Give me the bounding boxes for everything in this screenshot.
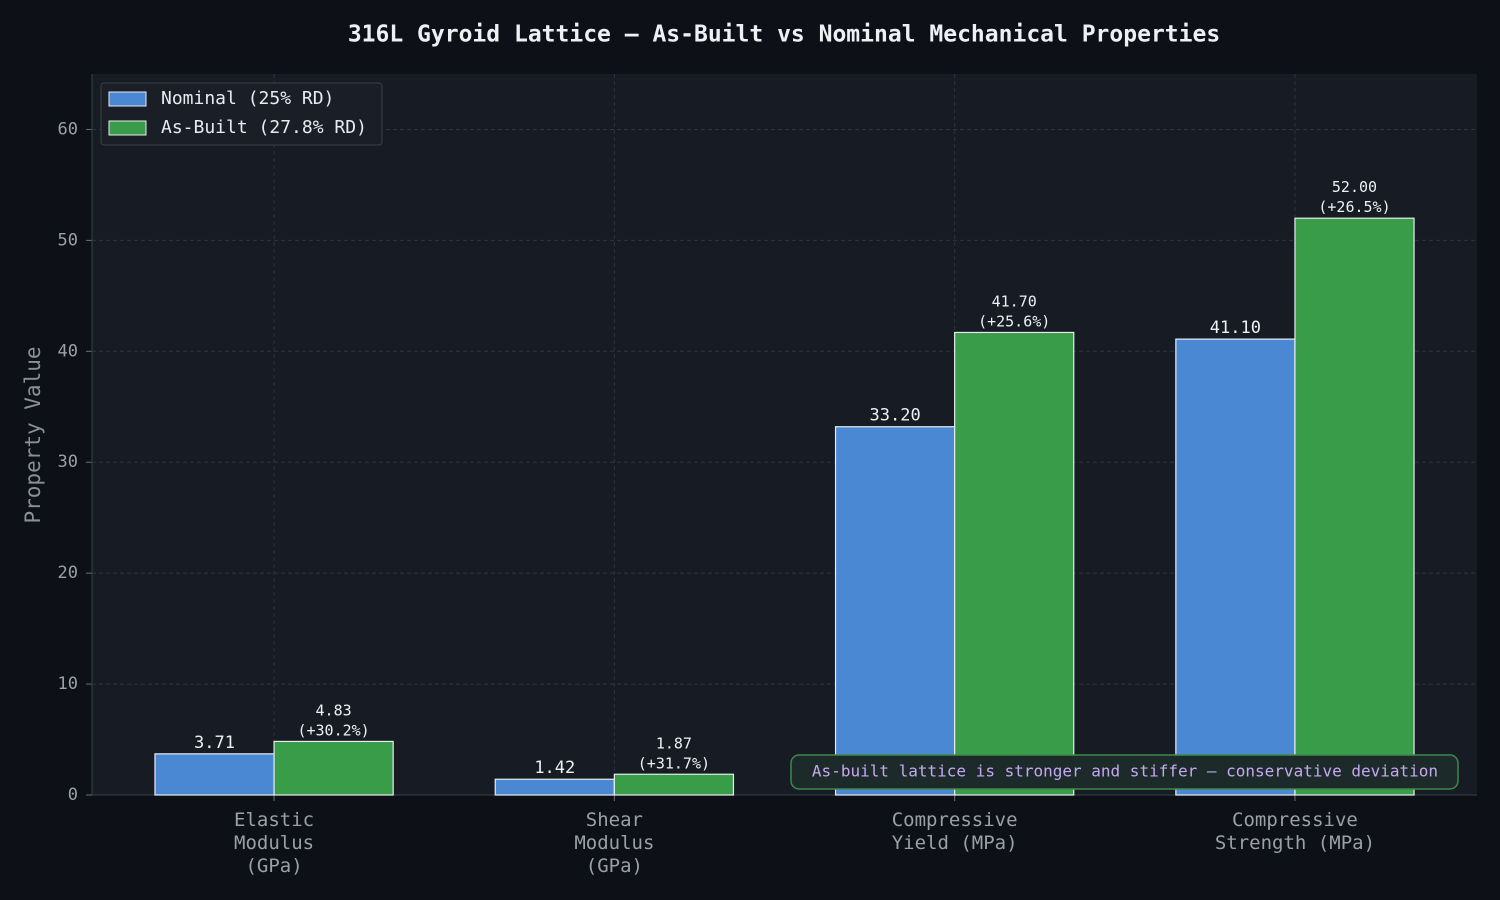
bar bbox=[154, 753, 275, 796]
x-tick-label: Compressive Yield (MPa) bbox=[892, 809, 1018, 854]
value-label: 33.20 bbox=[870, 406, 921, 426]
legend-box bbox=[100, 82, 383, 146]
value-label: 1.87 (+31.7%) bbox=[638, 734, 710, 772]
y-tick-label: 40 bbox=[58, 341, 78, 361]
y-tick-label: 50 bbox=[58, 230, 78, 250]
legend-swatch bbox=[108, 120, 147, 136]
value-label: 1.42 bbox=[534, 758, 575, 778]
bar bbox=[613, 773, 735, 796]
annotation: As-built lattice is stronger and stiffer… bbox=[790, 754, 1459, 790]
legend: Nominal (25% RD) As-Built (27.8% RD) bbox=[100, 82, 383, 146]
annotation-text: As-built lattice is stronger and stiffer… bbox=[812, 762, 1438, 781]
annotation-box bbox=[790, 754, 1459, 790]
legend-swatch bbox=[108, 91, 147, 107]
y-tick-label: 10 bbox=[58, 674, 78, 694]
value-label: 41.70 (+25.6%) bbox=[978, 292, 1050, 330]
y-tick-label: 20 bbox=[58, 563, 78, 583]
x-tick-label: Shear Modulus (GPa) bbox=[574, 809, 654, 877]
y-tick-label: 0 bbox=[68, 785, 78, 805]
bar bbox=[273, 740, 394, 796]
y-tick-label: 60 bbox=[58, 119, 78, 139]
legend-label: Nominal (25% RD) bbox=[161, 88, 334, 109]
bar bbox=[1294, 217, 1415, 796]
bar bbox=[954, 331, 1075, 796]
bar bbox=[834, 426, 956, 796]
value-label: 3.71 bbox=[194, 733, 235, 753]
value-label: 41.10 bbox=[1210, 318, 1261, 338]
chart-title: 316L Gyroid Lattice — As-Built vs Nomina… bbox=[348, 22, 1220, 48]
bar bbox=[494, 778, 615, 796]
x-tick-label: Elastic Modulus (GPa) bbox=[234, 809, 314, 877]
legend-label: As-Built (27.8% RD) bbox=[161, 117, 367, 138]
bar bbox=[1175, 338, 1296, 796]
x-tick-label: Compressive Strength (MPa) bbox=[1215, 809, 1375, 854]
value-label: 4.83 (+30.2%) bbox=[297, 701, 369, 739]
y-tick-label: 30 bbox=[58, 452, 78, 472]
y-axis-label: Property Value bbox=[21, 346, 45, 523]
value-label: 52.00 (+26.5%) bbox=[1318, 178, 1390, 216]
